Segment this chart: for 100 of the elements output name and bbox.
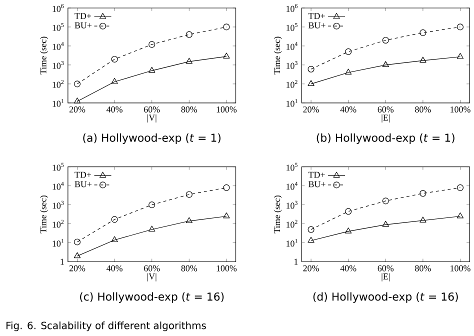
x-tick-label: 100% xyxy=(450,265,470,272)
point xyxy=(186,191,192,198)
y-tick-label: 10$^{6}$ xyxy=(52,4,64,12)
point xyxy=(186,58,192,64)
x-tick-label: 20% xyxy=(303,106,319,113)
y-tick-label: 10$^{4}$ xyxy=(52,182,64,190)
y-tick-label: 10$^{3}$ xyxy=(286,201,298,209)
y-tick-label: 10$^{4}$ xyxy=(286,182,298,190)
point xyxy=(420,30,426,36)
x-axis-title: |V| xyxy=(148,273,156,282)
x-tick-label: 60% xyxy=(144,106,160,113)
x-tick-label: 100% xyxy=(216,265,237,272)
point xyxy=(74,80,81,88)
point xyxy=(148,226,156,232)
point xyxy=(223,212,230,218)
point xyxy=(111,56,118,63)
caption: Fig. 6. Scalability of different algorithms xyxy=(6,322,206,332)
point xyxy=(456,212,464,218)
point xyxy=(74,98,81,104)
point xyxy=(148,67,156,73)
y-tick-label: 1 xyxy=(60,258,64,265)
text: (d) Hollywood-exp (t = 16) xyxy=(313,292,458,303)
x-tick-label: 20% xyxy=(69,106,86,113)
point xyxy=(382,198,389,204)
y-tick-label: 10$^{1}$ xyxy=(286,99,298,107)
text: (b) Hollywood-exp (t = 1) xyxy=(316,134,454,144)
legend-label: TD+ xyxy=(308,172,325,178)
y-tick-label: 10$^{2}$ xyxy=(52,80,64,88)
legend-label: BU+ xyxy=(308,22,326,29)
legend-label: BU+ xyxy=(308,181,326,188)
point xyxy=(186,31,192,38)
text: (c) Hollywood-exp (t = 16) xyxy=(80,292,224,303)
point xyxy=(186,217,192,224)
x-tick-label: 40% xyxy=(340,265,356,272)
point xyxy=(456,24,464,30)
y-tick-label: 10$^{5}$ xyxy=(52,23,64,32)
point xyxy=(345,48,352,56)
point xyxy=(345,208,352,215)
point xyxy=(420,190,426,197)
y-tick-label: 10$^{5}$ xyxy=(286,163,298,171)
x-tick-label: 60% xyxy=(378,106,394,113)
x-tick-label: 20% xyxy=(303,265,319,272)
point xyxy=(456,184,464,192)
legend-label: TD+ xyxy=(74,172,92,178)
y-tick-label: 10$^{3}$ xyxy=(52,61,64,70)
x-tick-label: 80% xyxy=(415,265,431,272)
x-tick-label: 80% xyxy=(181,106,198,113)
legend-label: TD+ xyxy=(308,13,325,20)
y-tick-label: 10$^{6}$ xyxy=(286,4,298,12)
x-tick-label: 80% xyxy=(415,106,431,113)
y-tick-label: 10$^{1}$ xyxy=(286,239,298,247)
point xyxy=(148,41,156,48)
x-tick-label: 20% xyxy=(69,265,86,272)
y-tick-label: 10$^{5}$ xyxy=(286,23,298,32)
y-tick-label: 10$^{2}$ xyxy=(52,220,64,228)
point xyxy=(223,24,230,30)
point xyxy=(148,202,156,208)
y-tick-label: 10$^{2}$ xyxy=(286,80,298,88)
x-axis-title: |E| xyxy=(382,114,390,123)
legend-label: TD+ xyxy=(74,13,92,20)
point xyxy=(382,37,389,44)
legend-label: BU+ xyxy=(74,22,92,29)
point xyxy=(345,68,352,75)
y-tick-label: 10$^{1}$ xyxy=(52,239,64,247)
point xyxy=(308,80,314,86)
point xyxy=(382,221,389,227)
y-tick-label: 10$^{3}$ xyxy=(52,201,64,209)
point xyxy=(420,216,426,223)
x-tick-label: 40% xyxy=(106,265,122,272)
x-axis-title: |E| xyxy=(382,273,390,282)
point xyxy=(308,66,314,73)
point xyxy=(223,184,230,192)
x-tick-label: 40% xyxy=(106,106,122,113)
legend-label: BU+ xyxy=(74,181,92,188)
point xyxy=(111,216,118,223)
point xyxy=(345,228,352,234)
point xyxy=(223,52,230,59)
point xyxy=(308,236,314,243)
y-tick-label: 10$^{5}$ xyxy=(52,163,64,171)
y-tick-label: 10$^{4}$ xyxy=(52,42,64,50)
y-tick-label: 1 xyxy=(294,258,298,265)
point xyxy=(308,226,314,233)
y-axis-title: Time (sec) xyxy=(274,36,282,75)
y-tick-label: 10$^{4}$ xyxy=(286,42,298,50)
y-tick-label: 10$^{2}$ xyxy=(286,220,298,228)
point xyxy=(74,238,81,246)
point xyxy=(111,236,118,242)
y-tick-label: 10$^{1}$ xyxy=(52,99,64,107)
x-tick-label: 60% xyxy=(378,265,394,272)
x-tick-label: 60% xyxy=(144,265,160,272)
y-axis-title: Time (sec) xyxy=(40,196,48,234)
point xyxy=(111,78,118,84)
x-axis-title: |V| xyxy=(148,114,156,123)
point xyxy=(420,56,426,63)
x-tick-label: 100% xyxy=(450,106,470,113)
x-tick-label: 80% xyxy=(181,265,198,272)
y-axis-title: Time (sec) xyxy=(40,36,48,75)
point xyxy=(74,252,81,258)
y-tick-label: 10$^{3}$ xyxy=(286,61,298,70)
point xyxy=(456,53,464,59)
